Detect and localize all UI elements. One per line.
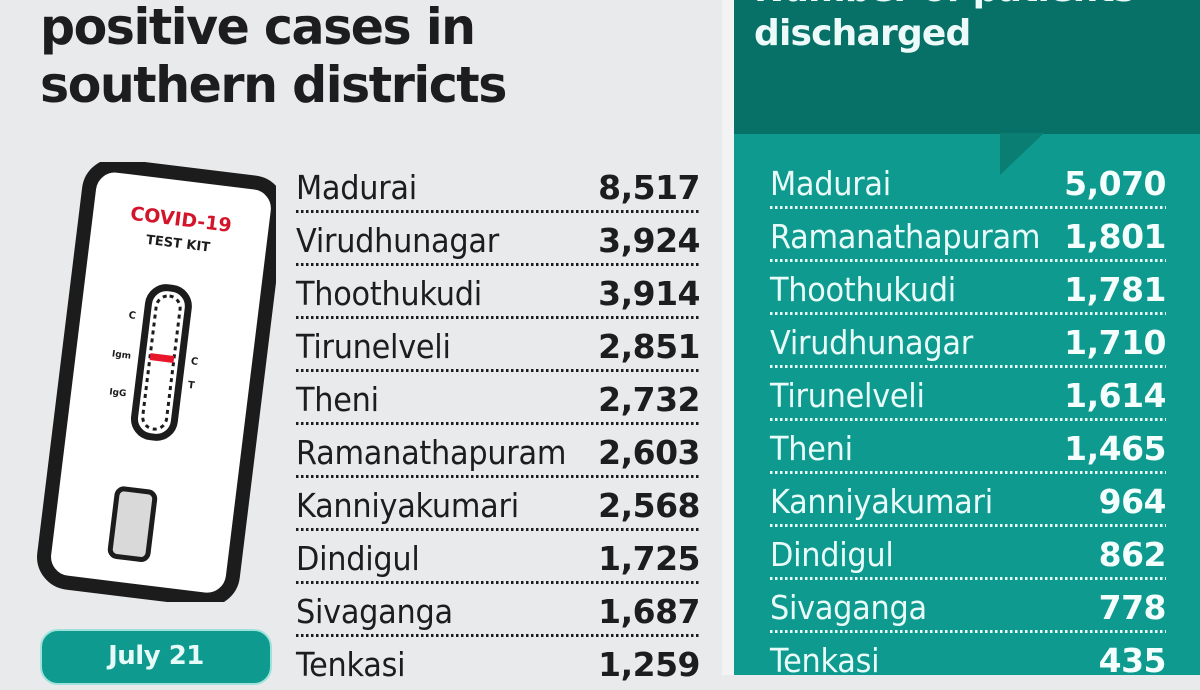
- district-name: Theni: [770, 429, 853, 468]
- case-count: 2,603: [598, 433, 700, 472]
- table-row: Ramanathapuram 1,801: [770, 209, 1166, 262]
- discharged-count: 1,710: [1064, 323, 1166, 362]
- discharged-count: 1,801: [1064, 217, 1166, 256]
- district-name: Kanniyakumari: [770, 482, 993, 521]
- case-count: 1,259: [598, 645, 700, 684]
- case-count: 3,914: [598, 274, 700, 313]
- date-badge: July 21: [40, 629, 272, 685]
- table-row: Tirunelveli 2,851: [296, 319, 700, 372]
- covid-test-kit-icon: COVID-19 TEST KIT C Igm C T IgG: [37, 162, 276, 602]
- table-row: Tenkasi 435: [770, 633, 1167, 686]
- discharged-count: 862: [1098, 535, 1167, 574]
- case-count: 2,732: [598, 380, 700, 419]
- table-row: Sivaganga 778: [770, 580, 1167, 633]
- table-row: Kanniyakumari 964: [770, 474, 1167, 527]
- case-count: 2,568: [598, 486, 700, 525]
- table-row: Thoothukudi 3,914: [296, 266, 700, 319]
- discharged-title-line-2: discharged: [754, 13, 971, 54]
- table-row: Madurai 5,070: [770, 156, 1166, 209]
- headline: positive cases in southern districts: [40, 0, 507, 114]
- panel-divider: [722, 0, 734, 675]
- table-row: Sivaganga 1,687: [296, 584, 700, 637]
- case-count: 3,924: [598, 221, 700, 260]
- district-name: Thoothukudi: [770, 270, 956, 309]
- district-name: Ramanathapuram: [296, 433, 567, 472]
- district-name: Kanniyakumari: [296, 486, 519, 525]
- district-name: Thoothukudi: [296, 274, 482, 313]
- discharged-panel: Number of patients discharged Madurai 5,0…: [734, 0, 1200, 680]
- district-name: Madurai: [296, 168, 417, 207]
- kit-mark-igg: IgG: [109, 387, 127, 399]
- table-row: Virudhunagar 1,710: [770, 315, 1166, 368]
- discharged-title-line-1: Number of patients: [754, 0, 1135, 12]
- case-count: 1,725: [598, 539, 700, 578]
- district-name: Sivaganga: [770, 588, 927, 627]
- discharged-count: 5,070: [1064, 164, 1166, 203]
- table-row: Tenkasi 1,259: [296, 637, 700, 690]
- district-name: Tirunelveli: [296, 327, 451, 366]
- positive-cases-panel: positive cases in southern districts COV…: [37, 0, 701, 685]
- headline-line-1: positive cases in: [40, 0, 476, 56]
- kit-mark-c2: C: [190, 356, 199, 368]
- discharged-count: 964: [1098, 482, 1167, 521]
- kit-mark-t: T: [187, 380, 195, 392]
- table-row: Ramanathapuram 2,603: [296, 425, 700, 478]
- table-row: Theni 1,465: [770, 421, 1166, 474]
- district-name: Madurai: [770, 164, 891, 203]
- positive-cases-table: Madurai 8,517 Virudhunagar 3,924 Thoothuku…: [296, 160, 700, 690]
- discharged-count: 778: [1098, 588, 1167, 627]
- table-row: Theni 2,732: [296, 372, 700, 425]
- case-count: 2,851: [598, 327, 700, 366]
- district-name: Dindigul: [770, 535, 894, 574]
- table-row: Thoothukudi 1,781: [770, 262, 1166, 315]
- date-label: July 21: [108, 641, 204, 671]
- discharged-count: 1,465: [1064, 429, 1166, 468]
- discharged-title: Number of patients discharged: [754, 0, 1135, 56]
- discharged-header: Number of patients discharged: [734, 0, 1200, 134]
- district-name: Virudhunagar: [296, 221, 499, 260]
- district-name: Ramanathapuram: [770, 217, 1041, 256]
- district-name: Tenkasi: [770, 641, 880, 680]
- kit-mark-c: C: [128, 310, 137, 322]
- district-name: Virudhunagar: [770, 323, 973, 362]
- headline-line-2: southern districts: [40, 56, 507, 114]
- table-row: Tirunelveli 1,614: [770, 368, 1166, 421]
- table-row: Kanniyakumari 2,568: [296, 478, 700, 531]
- district-name: Tirunelveli: [770, 376, 925, 415]
- district-name: Sivaganga: [296, 592, 453, 631]
- discharged-count: 1,614: [1064, 376, 1166, 415]
- discharged-count: 435: [1098, 641, 1167, 680]
- table-row: Virudhunagar 3,924: [296, 213, 700, 266]
- district-name: Dindigul: [296, 539, 420, 578]
- kit-mark-igm: Igm: [111, 349, 131, 361]
- discharged-count: 1,781: [1064, 270, 1166, 309]
- case-count: 1,687: [598, 592, 700, 631]
- district-name: Theni: [296, 380, 379, 419]
- table-row: Dindigul 862: [770, 527, 1167, 580]
- discharged-table: Madurai 5,070 Ramanathapuram 1,801 Thoothu…: [770, 156, 1167, 686]
- table-row: Dindigul 1,725: [296, 531, 700, 584]
- table-row: Madurai 8,517: [296, 160, 700, 213]
- district-name: Tenkasi: [296, 645, 406, 684]
- case-count: 8,517: [598, 168, 700, 207]
